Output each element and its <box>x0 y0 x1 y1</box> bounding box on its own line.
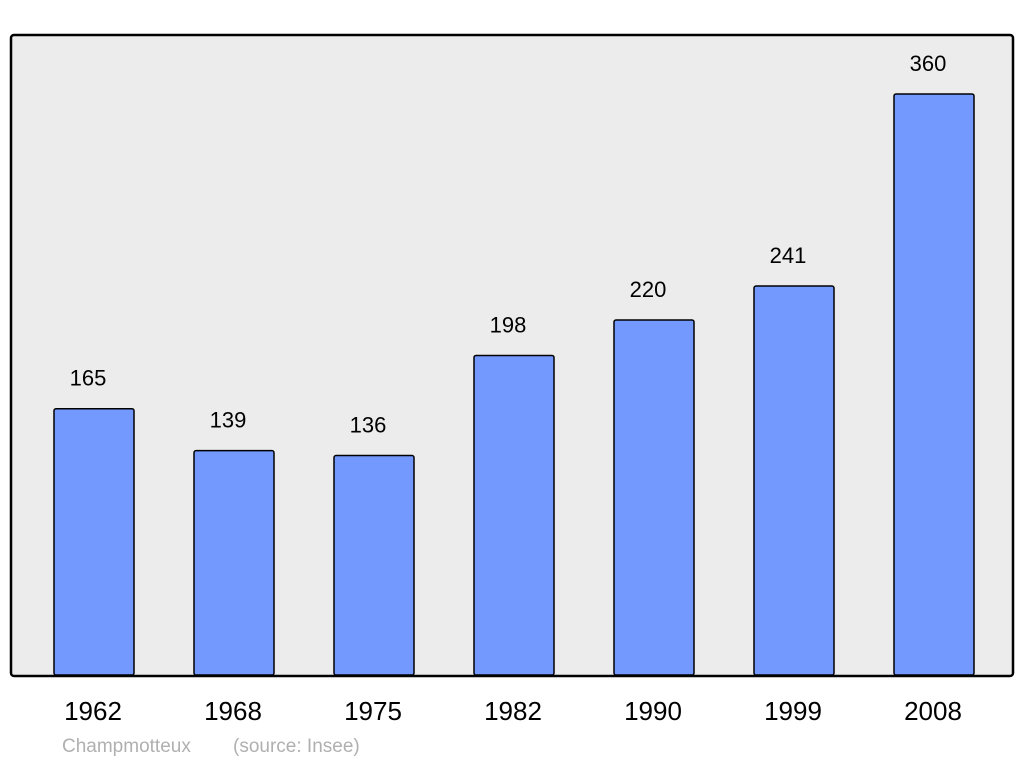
value-label: 136 <box>350 412 387 437</box>
x-tick-label: 1999 <box>764 696 822 726</box>
value-label: 198 <box>490 312 527 337</box>
value-label: 220 <box>630 277 667 302</box>
x-tick-label: 1962 <box>64 696 122 726</box>
bar <box>753 285 835 676</box>
value-label: 139 <box>210 407 247 432</box>
x-tick-label: 2008 <box>904 696 962 726</box>
bar <box>893 93 975 676</box>
x-tick-label: 1968 <box>204 696 262 726</box>
bar <box>613 319 695 676</box>
source: (source: Insee) <box>233 736 360 757</box>
footer: Champmotteux <box>62 736 191 757</box>
value-label: 241 <box>770 243 807 268</box>
bar <box>53 407 135 676</box>
x-tick-label: 1982 <box>484 696 542 726</box>
value-label: 165 <box>70 366 107 391</box>
value-label: 360 <box>910 51 947 76</box>
x-tick-label: 1975 <box>344 696 402 726</box>
x-tick-label: 1990 <box>624 696 682 726</box>
bar <box>193 449 275 676</box>
bar <box>473 354 555 676</box>
bar <box>333 454 415 676</box>
